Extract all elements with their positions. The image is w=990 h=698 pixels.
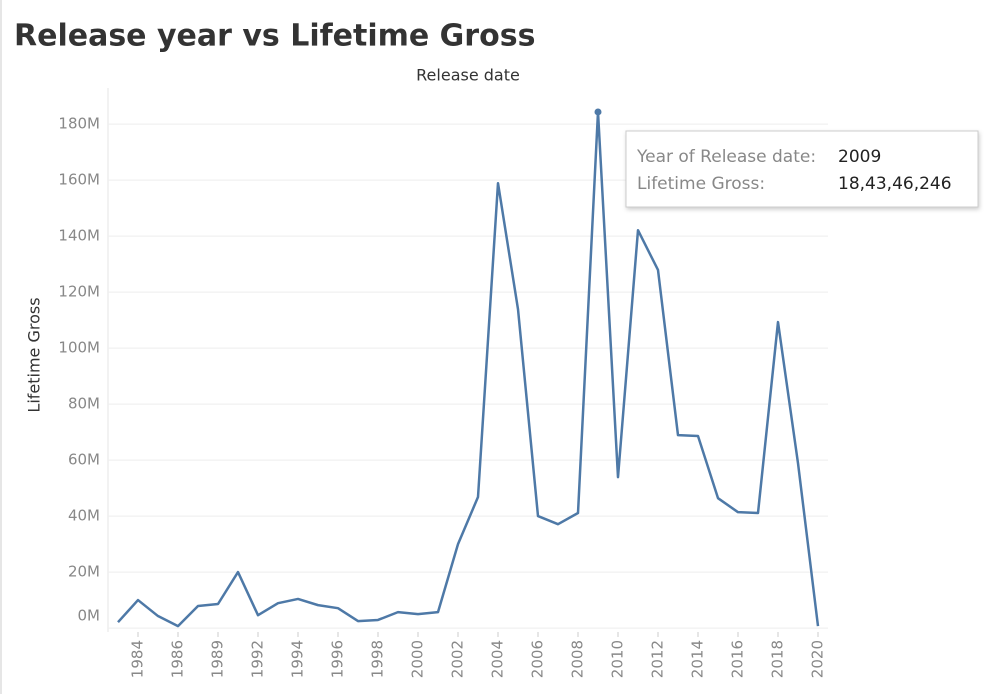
y-tick-label: 80M (68, 395, 100, 413)
x-tick-label: 2014 (689, 640, 707, 678)
y-tick-label: 140M (58, 227, 100, 245)
y-axis-title: Lifetime Gross (25, 297, 44, 412)
x-tick-label: 1998 (369, 640, 387, 678)
x-tick-label: 2008 (569, 640, 587, 678)
tooltip: Year of Release date: 2009 Lifetime Gros… (625, 130, 979, 208)
x-tick-label: 2016 (729, 640, 747, 678)
x-tick-label: 2002 (449, 640, 467, 678)
x-tick-label: 2004 (489, 640, 507, 678)
y-tick-label: 160M (58, 171, 100, 189)
y-tick-label: 100M (58, 339, 100, 357)
x-axis-title: Release date (416, 66, 520, 85)
x-tick-label: 1984 (129, 640, 147, 678)
grid: 0M 20M 40M 60M 80M 100M 120M 140M 160M 180M 1984 19… (58, 88, 828, 678)
tooltip-value: 2009 (838, 147, 881, 167)
x-tick-label: 2012 (649, 640, 667, 678)
tooltip-value: 18,43,46,246 (838, 174, 952, 194)
y-tick-label: 20M (68, 563, 100, 581)
x-tick-label: 1986 (169, 640, 187, 678)
y-tick-label: 60M (68, 451, 100, 469)
highlight-point (594, 108, 602, 116)
x-tick-label: 2010 (609, 640, 627, 678)
tooltip-box (625, 130, 979, 208)
chart-title: Release year vs Lifetime Gross (14, 19, 535, 54)
plot (117, 108, 820, 628)
y-tick-label: 0M (78, 607, 101, 625)
line (117, 110, 820, 628)
tooltip-label: Year of Release date: (636, 147, 816, 167)
x-tick-label: 1989 (209, 640, 227, 678)
y-tick-label: 180M (58, 115, 100, 133)
x-tick-label: 2000 (409, 640, 427, 678)
x-tick-label: 1996 (329, 640, 347, 678)
y-tick-label: 40M (68, 507, 100, 525)
y-tick-label: 120M (58, 283, 100, 301)
x-tick-label: 1994 (289, 640, 307, 678)
x-tick-label: 2020 (809, 640, 827, 678)
tooltip-label: Lifetime Gross: (637, 174, 765, 194)
x-tick-label: 2018 (769, 640, 787, 678)
x-tick-label: 2006 (529, 640, 547, 678)
x-tick-label: 1992 (249, 640, 267, 678)
